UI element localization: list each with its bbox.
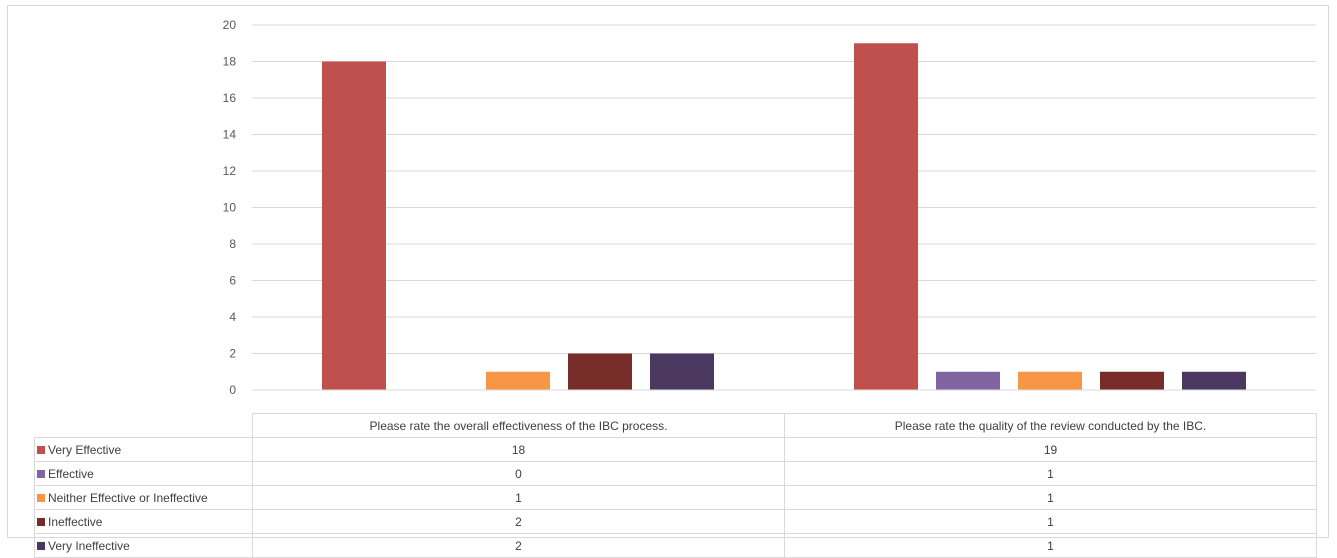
gridlines bbox=[252, 24, 1316, 354]
series-name: Very Effective bbox=[48, 442, 122, 457]
y-tick-label: 18 bbox=[223, 55, 237, 69]
bar-chart: 0 2 4 6 8 10 12 14 16 18 20 bbox=[223, 18, 1316, 397]
legend-key bbox=[37, 541, 45, 550]
table-row: Ineffective 2 1 bbox=[34, 509, 1317, 534]
category-label: Please rate the overall effectiveness of… bbox=[252, 413, 785, 438]
legend-key bbox=[37, 517, 45, 526]
bars bbox=[322, 43, 1246, 390]
legend-entry: Very Ineffective bbox=[34, 533, 253, 558]
table-row: Effective 0 1 bbox=[34, 461, 1317, 486]
data-label: 18 bbox=[252, 437, 785, 462]
data-table: Please rate the overall effectiveness of… bbox=[34, 413, 1317, 558]
legend-entry: Neither Effective or Ineffective bbox=[34, 485, 253, 510]
bar bbox=[568, 353, 632, 390]
series-name: Very Ineffective bbox=[48, 538, 130, 553]
category-label: Please rate the quality of the review co… bbox=[784, 413, 1317, 438]
y-tick-label: 8 bbox=[229, 237, 236, 251]
data-label: 1 bbox=[784, 461, 1317, 486]
bar bbox=[1018, 371, 1082, 390]
series-name: Neither Effective or Ineffective bbox=[48, 490, 208, 505]
y-tick-label: 14 bbox=[223, 128, 237, 142]
y-tick-label: 16 bbox=[223, 91, 237, 105]
data-label: 1 bbox=[784, 509, 1317, 534]
data-label: 1 bbox=[252, 485, 785, 510]
y-tick-label: 4 bbox=[229, 310, 236, 324]
series-name: Effective bbox=[48, 466, 94, 481]
y-tick-label: 20 bbox=[223, 18, 237, 32]
y-tick-label: 10 bbox=[223, 201, 237, 215]
legend-key bbox=[37, 445, 45, 454]
data-label: 19 bbox=[784, 437, 1317, 462]
bar bbox=[322, 61, 386, 390]
legend-entry: Effective bbox=[34, 461, 253, 486]
data-label: 2 bbox=[252, 509, 785, 534]
bar bbox=[1100, 371, 1164, 390]
table-row: Very Ineffective 2 1 bbox=[34, 533, 1317, 558]
bar bbox=[936, 371, 1000, 390]
legend-key bbox=[37, 469, 45, 478]
y-tick-label: 0 bbox=[229, 383, 236, 397]
data-label: 1 bbox=[784, 485, 1317, 510]
legend-key bbox=[37, 493, 45, 502]
y-tick-label: 2 bbox=[229, 347, 236, 361]
table-header-row: Please rate the overall effectiveness of… bbox=[34, 413, 1317, 438]
bar bbox=[650, 353, 714, 390]
bar bbox=[486, 371, 550, 390]
table-corner bbox=[34, 413, 253, 438]
data-label: 1 bbox=[784, 533, 1317, 558]
table-row: Very Effective 18 19 bbox=[34, 437, 1317, 462]
bar bbox=[1182, 371, 1246, 390]
y-tick-label: 6 bbox=[229, 274, 236, 288]
legend-entry: Ineffective bbox=[34, 509, 253, 534]
bar bbox=[854, 43, 918, 390]
legend-entry: Very Effective bbox=[34, 437, 253, 462]
table-row: Neither Effective or Ineffective 1 1 bbox=[34, 485, 1317, 510]
data-label: 0 bbox=[252, 461, 785, 486]
series-name: Ineffective bbox=[48, 514, 103, 529]
data-label: 2 bbox=[252, 533, 785, 558]
y-tick-label: 12 bbox=[223, 164, 237, 178]
y-axis: 0 2 4 6 8 10 12 14 16 18 20 bbox=[223, 18, 237, 397]
